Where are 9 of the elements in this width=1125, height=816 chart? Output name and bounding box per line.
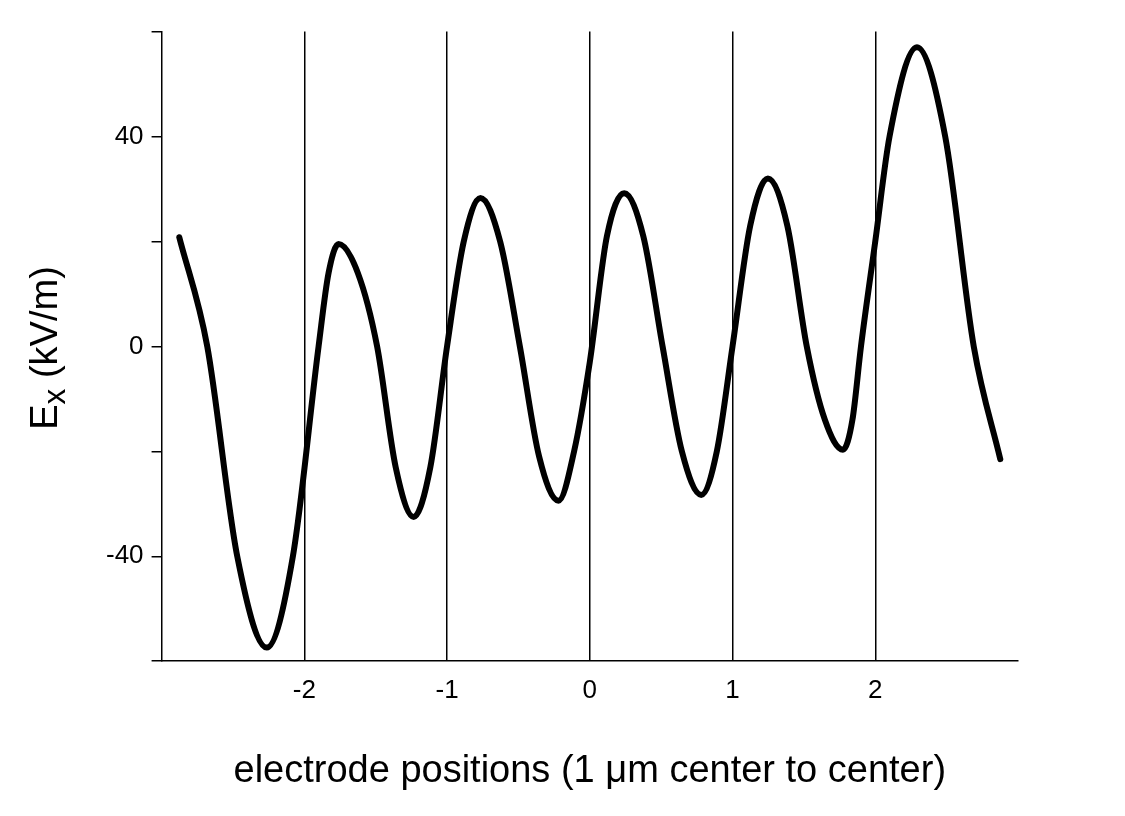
x-tick-label: -2 <box>292 673 316 704</box>
x-tick-label: 1 <box>725 673 740 704</box>
y-tick-label: 0 <box>129 329 144 360</box>
y-tick-label: 40 <box>114 119 144 150</box>
x-tick-label: 2 <box>868 673 883 704</box>
y-tick-label: -40 <box>106 539 144 570</box>
x-axis-title: electrode positions (1 μm center to center) <box>233 747 947 790</box>
x-tick-label: -1 <box>435 673 459 704</box>
x-tick-label: 0 <box>582 673 598 704</box>
